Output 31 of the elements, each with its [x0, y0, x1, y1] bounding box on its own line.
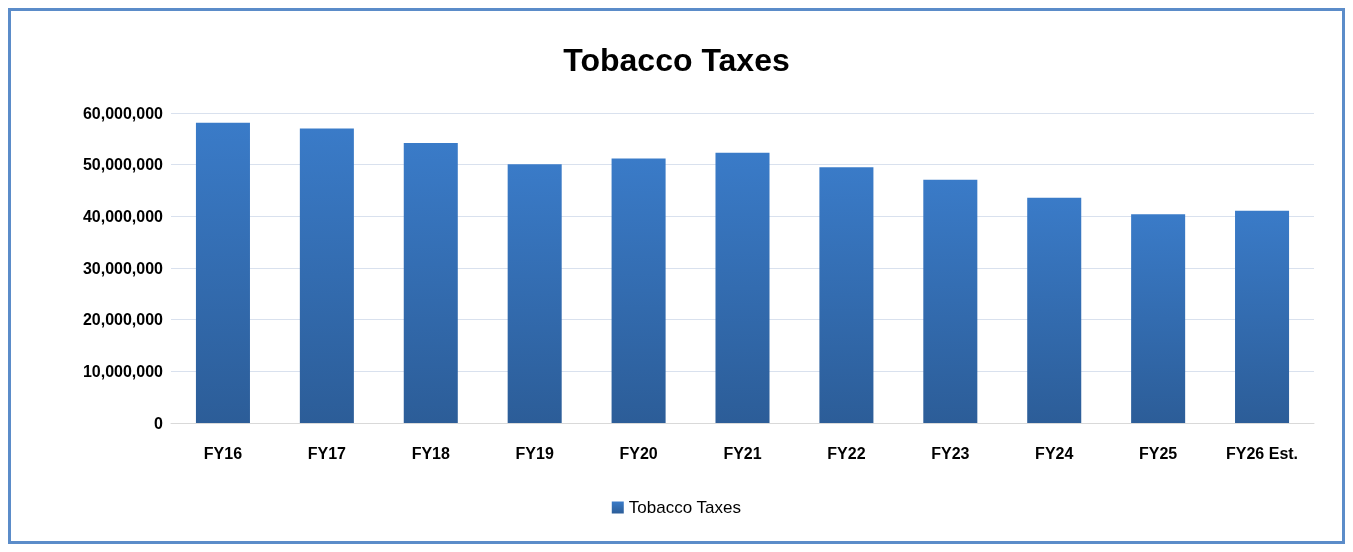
y-tick-label: 40,000,000 — [82, 207, 164, 225]
bar — [1235, 210, 1290, 423]
x-tick-label: FY20 — [619, 444, 658, 462]
chart-title: Tobacco Taxes — [563, 42, 790, 78]
bar — [507, 164, 562, 423]
x-tick-label: FY18 — [411, 444, 450, 462]
bar — [923, 179, 978, 423]
y-tick-label: 20,000,000 — [82, 311, 164, 329]
y-tick-label: 30,000,000 — [82, 259, 164, 277]
bar — [1131, 214, 1186, 423]
legend-label: Tobacco Taxes — [628, 498, 741, 517]
y-tick-label: 0 — [154, 414, 164, 432]
x-tick-label: FY26 Est. — [1226, 444, 1299, 462]
bar — [299, 128, 354, 423]
x-tick-label: FY24 — [1035, 444, 1074, 462]
x-tick-label: FY17 — [307, 444, 347, 462]
bar — [715, 152, 770, 423]
bar — [611, 158, 666, 423]
bar — [819, 167, 874, 423]
y-tick-label: 10,000,000 — [82, 362, 164, 380]
x-tick-label: FY23 — [931, 444, 970, 462]
bar — [403, 142, 458, 423]
x-tick-label: FY19 — [515, 444, 554, 462]
x-tick-label: FY16 — [203, 444, 243, 462]
x-tick-label: FY25 — [1139, 444, 1178, 462]
bar — [1027, 197, 1082, 423]
bar — [195, 122, 250, 423]
y-tick-label: 60,000,000 — [82, 104, 164, 122]
x-tick-label: FY22 — [827, 444, 866, 462]
x-tick-label: FY21 — [723, 444, 762, 462]
y-tick-label: 50,000,000 — [82, 156, 164, 174]
